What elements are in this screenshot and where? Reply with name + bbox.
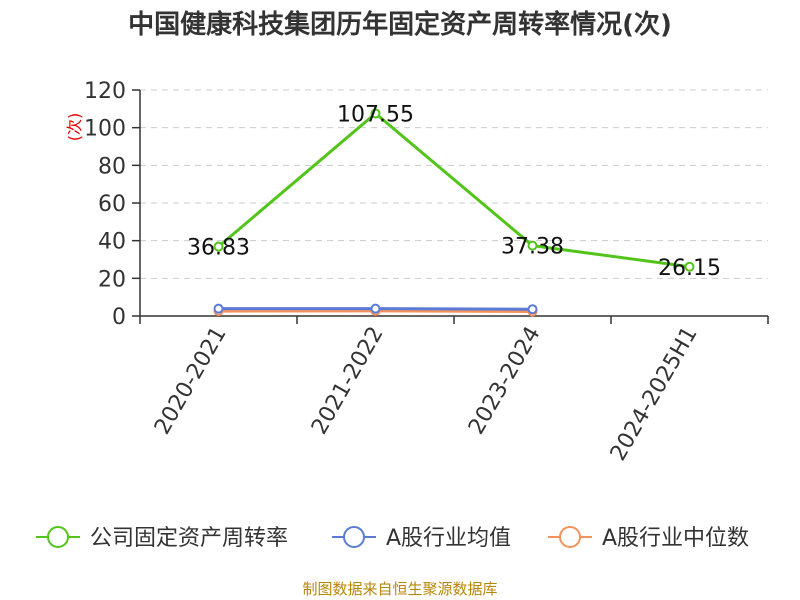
series-line (217, 111, 690, 269)
data-point (684, 261, 695, 272)
legend-swatch-marker (47, 526, 69, 548)
data-labels: 36.83 107.55 37.38 26.15 (187, 102, 721, 280)
y-tick-label: 80 (98, 154, 126, 179)
data-point (527, 240, 538, 251)
series-layer (213, 108, 695, 317)
data-label: 107.55 (337, 102, 414, 127)
x-tick-label: 2023-2024 (464, 323, 546, 439)
legend-label: A股行业均值 (386, 526, 511, 551)
data-label: 37.38 (501, 235, 564, 260)
data-point (213, 303, 224, 314)
y-tick-label: 120 (84, 79, 126, 104)
legend-swatch-marker (559, 526, 581, 548)
y-tick-label: 100 (84, 117, 126, 142)
y-tick-label: 0 (112, 305, 126, 330)
data-point (370, 303, 381, 314)
x-tick-label: 2020-2021 (150, 323, 232, 439)
y-axis-unit-label: (次) (65, 113, 84, 142)
y-tick-label: 60 (98, 192, 126, 217)
data-point (213, 241, 224, 252)
x-tick-label: 2021-2022 (307, 323, 389, 439)
source-note: 制图数据来自恒生聚源数据库 (302, 580, 497, 598)
y-tick-label: 40 (98, 230, 126, 255)
legend-label: A股行业中位数 (602, 526, 749, 551)
legend-swatch-marker (343, 526, 365, 548)
x-tick-label: 2024-2025H1 (606, 323, 703, 466)
legend: 公司固定资产周转率 A股行业均值 A股行业中位数 (36, 526, 749, 551)
data-label: 26.15 (658, 256, 721, 281)
data-point (527, 304, 538, 315)
y-tick-label: 20 (98, 267, 126, 292)
chart-title: 中国健康科技集团历年固定资产周转率情况(次) (128, 9, 672, 40)
grid (140, 89, 768, 279)
data-label: 36.83 (187, 236, 250, 261)
legend-label: 公司固定资产周转率 (90, 526, 288, 551)
data-point (370, 108, 381, 119)
